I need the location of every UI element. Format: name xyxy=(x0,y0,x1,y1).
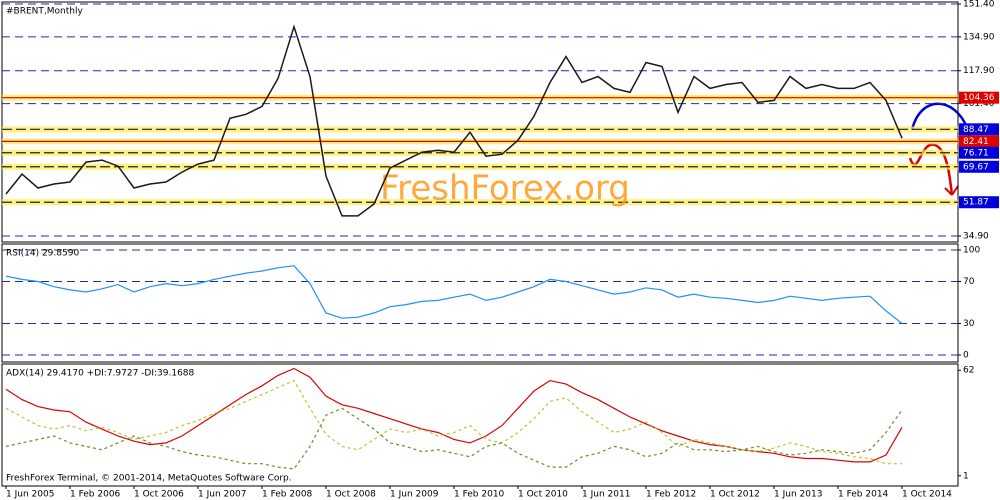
level-label: 69.67 xyxy=(963,162,989,172)
x-tick-label: 1 Feb 2010 xyxy=(454,490,505,500)
series-line xyxy=(5,407,903,470)
x-tick-label: 1 Jun 2005 xyxy=(6,490,54,500)
y-tick-label: 30 xyxy=(963,319,975,329)
y-tick-label: 100 xyxy=(963,245,980,255)
footer: FreshForex Terminal, © 2001-2014, MetaQu… xyxy=(6,474,292,484)
x-tick-label: 1 Feb 2006 xyxy=(70,490,121,500)
panel-frame xyxy=(1,1,959,243)
level-box xyxy=(959,160,999,173)
series-line xyxy=(5,379,902,465)
x-tick-label: 1 Jun 2013 xyxy=(774,490,822,500)
level-box xyxy=(959,135,999,148)
panel-frame xyxy=(1,363,959,487)
series-line xyxy=(5,265,903,324)
x-tick-label: 1 Oct 2006 xyxy=(134,490,184,500)
x-tick-label: 1 Oct 2014 xyxy=(902,490,952,500)
arrow-head xyxy=(944,185,959,196)
level-box xyxy=(959,91,999,104)
y-tick-label: 1 xyxy=(963,471,969,481)
level-box xyxy=(959,196,999,209)
x-tick-label: 1 Feb 2014 xyxy=(838,490,889,500)
level-box xyxy=(959,146,999,159)
y-tick-label: 117.90 xyxy=(963,66,995,76)
y-tick-label: 34.90 xyxy=(963,232,989,242)
panel-title: #BRENT,Monthly xyxy=(6,7,83,17)
y-tick-label: 0 xyxy=(963,350,969,360)
y-tick-label: 101.40 xyxy=(963,99,995,109)
y-tick-label: 70 xyxy=(963,277,975,287)
level-box xyxy=(959,123,999,136)
x-tick-label: 1 Oct 2012 xyxy=(710,490,760,500)
x-tick-label: 1 Oct 2010 xyxy=(518,490,568,500)
x-tick-label: 1 Jun 2007 xyxy=(198,490,246,500)
x-tick-label: 1 Oct 2008 xyxy=(326,490,376,500)
x-tick-label: 1 Feb 2012 xyxy=(646,490,696,500)
y-tick-label: 151.40 xyxy=(963,0,995,9)
y-tick-label: 62 xyxy=(963,366,974,376)
panel-title: RSI(14) 29.8590 xyxy=(6,249,79,259)
series-line xyxy=(5,24,903,217)
level-label: 88.47 xyxy=(963,125,989,135)
x-tick-label: 1 Jun 2009 xyxy=(390,490,439,500)
level-label: 51.87 xyxy=(963,198,989,208)
level-label: 82.41 xyxy=(963,137,989,147)
panel-frame xyxy=(1,243,959,363)
x-tick-label: 1 Feb 2008 xyxy=(262,490,313,500)
level-label: 76.71 xyxy=(963,148,989,158)
watermark: FreshForex.org xyxy=(380,169,630,209)
panel-title: ADX(14) 29.4170 +DI:7.9727 -DI:39.1688 xyxy=(6,369,195,379)
x-tick-label: 1 Jun 2011 xyxy=(582,490,630,500)
level-label: 104.36 xyxy=(963,93,995,103)
y-tick-label: 134.90 xyxy=(963,32,995,42)
